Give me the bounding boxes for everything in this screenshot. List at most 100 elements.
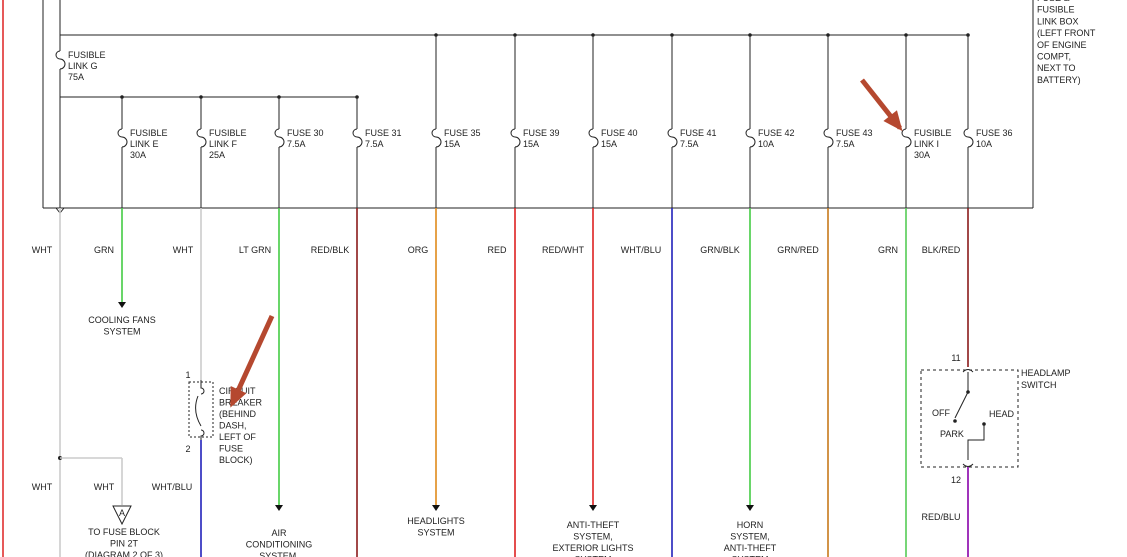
fuse-label: FUSIBLE bbox=[914, 128, 952, 138]
wire-color-label: RED/BLU bbox=[921, 512, 960, 522]
fuse-label: 7.5A bbox=[365, 139, 384, 149]
wire-color-label: ORG bbox=[408, 245, 429, 255]
wire-color-label: RED/BLK bbox=[311, 245, 350, 255]
destination-label: COOLING FANS bbox=[88, 315, 156, 325]
wire-color-label: GRN bbox=[878, 245, 898, 255]
destination-label: HORN bbox=[737, 520, 764, 530]
junction bbox=[120, 95, 124, 99]
wire-color-label: GRN bbox=[94, 245, 114, 255]
fuse-gap bbox=[590, 129, 596, 147]
fuse-label: 15A bbox=[444, 139, 460, 149]
fuse-label: FUSE 39 bbox=[523, 128, 560, 138]
fuse-label: FUSIBLE bbox=[209, 128, 247, 138]
wire-color-label: WHT bbox=[173, 245, 194, 255]
fuse-gap bbox=[512, 129, 518, 147]
pin-number: 11 bbox=[951, 353, 960, 363]
destination-label: EXTERIOR LIGHTS bbox=[552, 543, 633, 553]
destination-label: AIR bbox=[271, 528, 287, 538]
fuse-symbol bbox=[510, 128, 521, 148]
pin-number: 1 bbox=[185, 370, 190, 380]
wire-color-label: WHT bbox=[94, 482, 115, 492]
connector-note: (DIAGRAM 2 OF 3) bbox=[85, 550, 163, 557]
fuse-label: FUSIBLE bbox=[130, 128, 168, 138]
box-label: LINK BOX bbox=[1037, 16, 1079, 26]
box-label: FUSIBLE bbox=[1037, 5, 1075, 15]
destination-label: CONDITIONING bbox=[246, 540, 313, 550]
fuse-symbol bbox=[352, 128, 363, 148]
contact bbox=[953, 419, 957, 423]
box-label: COMPT, bbox=[1037, 52, 1071, 62]
fuse-symbol bbox=[117, 128, 128, 148]
destination-label: ANTI-THEFT bbox=[724, 543, 777, 553]
fuse-label: FUSE 43 bbox=[836, 128, 873, 138]
junction bbox=[966, 33, 970, 37]
breaker-element bbox=[195, 380, 205, 442]
breaker-label: BLOCK) bbox=[219, 455, 253, 465]
fuse-label: FUSE 41 bbox=[680, 128, 717, 138]
fuse-label: LINK F bbox=[209, 139, 238, 149]
arrowhead bbox=[275, 505, 283, 511]
breaker-label: FUSE bbox=[219, 444, 243, 454]
connector-note: PIN 2T bbox=[110, 539, 139, 549]
fuse-gap bbox=[747, 129, 753, 147]
fuse-label: 15A bbox=[601, 139, 617, 149]
fuse-label: 25A bbox=[209, 150, 225, 160]
fuse-label: FUSE 36 bbox=[976, 128, 1013, 138]
fuse-symbol bbox=[823, 128, 834, 148]
wire-color-label: WHT bbox=[32, 245, 53, 255]
annotation-arrowhead bbox=[883, 110, 903, 132]
fuse-symbol bbox=[901, 128, 912, 148]
destination-label: ANTI-THEFT bbox=[567, 520, 620, 530]
junction bbox=[277, 95, 281, 99]
wire-color-label: BLK/RED bbox=[922, 245, 961, 255]
arrowhead bbox=[589, 505, 597, 511]
fuse-label: 15A bbox=[523, 139, 539, 149]
fuse-label: 7.5A bbox=[287, 139, 306, 149]
fuse-label: FUSE 35 bbox=[444, 128, 481, 138]
fuse-gap bbox=[433, 129, 439, 147]
junction bbox=[591, 33, 595, 37]
connector-symbol bbox=[112, 505, 132, 526]
switch-position: PARK bbox=[940, 429, 964, 439]
junction bbox=[434, 33, 438, 37]
switch-label: SWITCH bbox=[1021, 380, 1057, 390]
wire-color-label: RED/WHT bbox=[542, 245, 584, 255]
wire-color-label: GRN/RED bbox=[777, 245, 819, 255]
fuse-label: LINK I bbox=[914, 139, 939, 149]
destination-label: SYSTEM, bbox=[259, 551, 299, 557]
switch-contacts bbox=[954, 372, 985, 460]
switch-connector bbox=[962, 369, 974, 467]
fuse-symbol bbox=[274, 128, 285, 148]
junction bbox=[513, 33, 517, 37]
fuse-label: FUSIBLE bbox=[68, 50, 106, 60]
fuse-symbol bbox=[431, 128, 442, 148]
pin-number: 2 bbox=[185, 444, 190, 454]
fuse-symbol bbox=[963, 128, 974, 148]
fuse-gap bbox=[276, 129, 282, 147]
connector-label: A bbox=[119, 508, 125, 518]
wire-color-label: WHT/BLU bbox=[152, 482, 193, 492]
fuse-gap bbox=[669, 129, 675, 147]
switch-label: HEADLAMP bbox=[1021, 368, 1071, 378]
fuse-gap bbox=[965, 129, 971, 147]
fuse-symbol bbox=[55, 50, 66, 70]
pin-number: 12 bbox=[951, 475, 961, 485]
fuse-gap bbox=[825, 129, 831, 147]
fuse-label: 30A bbox=[914, 150, 930, 160]
junction bbox=[355, 95, 359, 99]
fuse-label: FUSE 31 bbox=[365, 128, 402, 138]
breaker-label: (BEHIND bbox=[219, 409, 257, 419]
fuse-label: 30A bbox=[130, 150, 146, 160]
annotation-arrowhead bbox=[230, 386, 247, 408]
arrowhead bbox=[432, 505, 440, 511]
wire-color-label: WHT/BLU bbox=[621, 245, 662, 255]
fuse-gap bbox=[198, 129, 204, 147]
destination-label: SYSTEM, bbox=[730, 532, 770, 542]
fuse-gap bbox=[354, 129, 360, 147]
destination-label: SYSTEM bbox=[417, 528, 454, 538]
destination-label: HEADLIGHTS bbox=[407, 516, 465, 526]
junction bbox=[826, 33, 830, 37]
destination-label: SYSTEM bbox=[103, 327, 140, 337]
